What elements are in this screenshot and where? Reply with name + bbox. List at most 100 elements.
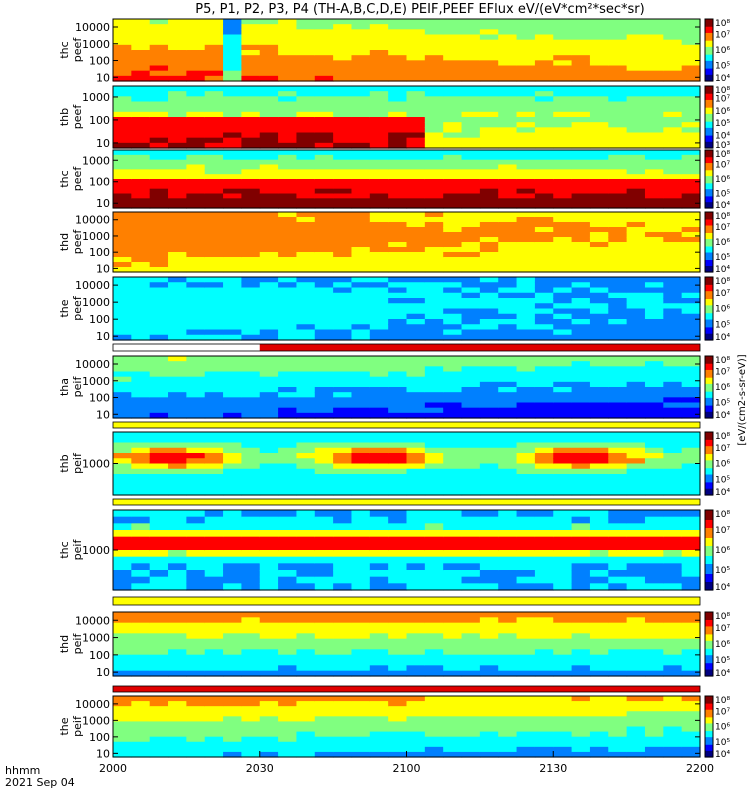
heatmap-cell [333,217,353,223]
y-tick-label: 100 [89,731,110,744]
heatmap-cell [223,751,242,758]
colorbar-segment [705,65,713,68]
heatmap-cell [296,247,316,253]
heatmap-cell [571,654,591,661]
heatmap-cell [534,164,554,170]
y-tick-label: 10 [96,137,110,150]
heatmap-cell [424,376,444,383]
heatmap-cell [149,447,169,454]
heatmap-cell [314,458,334,465]
heatmap-cell [608,622,628,629]
heatmap-cell [351,741,371,748]
heatmap-cell [149,96,169,103]
heatmap-cell [479,447,499,454]
heatmap-cell [461,654,481,661]
heatmap-cell [443,308,463,315]
heatmap-cell [424,706,444,712]
heatmap-cell [168,106,187,113]
heatmap-cell [314,267,334,273]
heatmap-cell [663,329,683,336]
heatmap-cell [443,392,463,398]
heatmap-cell [369,324,389,331]
colorbar-segment [705,718,713,722]
colorbar-segment [705,239,713,242]
colorbar-title: [eV/(cm2-s-sr-eV)] [737,354,748,445]
heatmap-cell [351,556,371,564]
heatmap-cell [223,371,242,378]
heatmap-cell [571,75,591,82]
heatmap-cell [461,570,481,578]
colorbar-segment [705,450,713,454]
heatmap-cell [461,164,481,170]
heatmap-cell [424,247,444,253]
heatmap-cell [644,463,664,470]
heatmap-cell [388,132,408,139]
colorbar-segment [705,302,713,305]
heatmap-cell [626,751,646,758]
heatmap-cell [113,150,132,156]
heatmap-cell [461,227,481,233]
heatmap-cell [113,319,132,325]
colorbar-segment [705,160,713,163]
colorbar-segment [705,86,713,89]
heatmap-cell [553,127,573,134]
heatmap-cell [241,530,261,538]
heatmap-cell [149,432,169,438]
heatmap-cell [369,468,389,475]
heatmap-cell [113,458,132,465]
heatmap-cell [369,282,389,289]
heatmap-cell [369,117,389,123]
heatmap-cell [571,198,591,204]
heatmap-cell [204,298,224,304]
heatmap-cell [333,550,353,558]
heatmap-cell [516,70,536,77]
colorbar-segment [705,183,713,186]
heatmap-cell [278,237,298,243]
y-tick-label: 10000 [75,698,110,711]
heatmap-cell [113,746,132,753]
heatmap-cell [149,55,169,61]
heatmap-cell [223,397,242,404]
heatmap-cell [681,60,701,67]
heatmap-cell [296,556,316,564]
heatmap-cell [168,536,187,544]
heatmap-cell [388,50,408,56]
heatmap-cell [314,474,334,480]
heatmap-cell [644,432,664,438]
colorbar-segment [705,252,713,255]
heatmap-cell [168,751,187,758]
heatmap-cell [424,50,444,56]
heatmap-cell [388,366,408,373]
heatmap-cell [553,468,573,475]
heatmap-cell [663,484,683,491]
heatmap-cell [259,227,279,233]
heatmap-cell [131,387,151,393]
heatmap-cell [333,242,353,248]
heatmap-cell [644,479,664,486]
heatmap-cell [113,731,132,738]
colorbar-segment [705,726,713,729]
heatmap-cell [241,179,261,185]
heatmap-cell [479,711,499,717]
heatmap-cell [369,303,389,310]
heatmap-cell [149,741,169,748]
heatmap-cell [296,726,316,733]
heatmap-cell [498,356,518,362]
heatmap-cell [461,711,481,717]
heatmap-cell [259,536,279,544]
heatmap-cell [443,381,463,388]
heatmap-cell [424,142,444,149]
heatmap-cell [534,70,554,77]
heatmap-cell [553,474,573,480]
heatmap-cell [553,203,573,209]
heatmap-cell [296,298,316,304]
heatmap-cell [681,117,701,123]
heatmap-cell [204,96,224,103]
colorbar-segment [705,446,713,449]
heatmap-cell [314,217,334,223]
heatmap-cell [241,287,261,294]
heatmap-cell [113,701,132,707]
colorbar-segment [705,383,713,387]
heatmap-cell [406,252,426,258]
heatmap-cell [608,550,628,558]
